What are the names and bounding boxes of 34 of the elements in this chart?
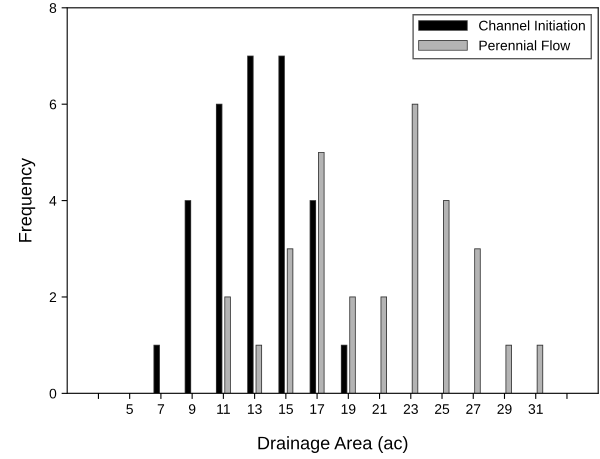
y-tick-label: 4: [49, 196, 56, 206]
bar: [318, 152, 325, 394]
x-tick-label: 17: [310, 404, 324, 414]
bar: [224, 296, 231, 394]
x-tick-label: 21: [372, 404, 387, 414]
y-tick-label: 8: [50, 3, 56, 13]
x-tick-label: 25: [435, 404, 450, 414]
bar: [349, 296, 356, 394]
bar: [286, 248, 294, 394]
x-tick-label: 9: [188, 404, 196, 414]
legend-label: Channel Initiation: [479, 20, 585, 31]
x-tick-label: 23: [404, 404, 418, 414]
bar: [505, 344, 512, 394]
x-tick-label: 31: [528, 404, 543, 414]
y-tick-label: 0: [50, 388, 56, 399]
y-tick-label: 6: [50, 100, 56, 110]
bar: [536, 344, 544, 394]
x-axis-title: Drainage Area (ac): [258, 436, 408, 453]
y-tick-label: 2: [50, 292, 56, 302]
x-tick-label: 11: [217, 404, 230, 414]
bar: [380, 296, 387, 394]
legend-label: Perennial Flow: [480, 40, 570, 50]
x-tick-label: 13: [248, 404, 262, 414]
x-tick-label: 15: [279, 404, 293, 414]
x-tick-label: 19: [342, 404, 356, 414]
x-tick-label: 29: [497, 404, 512, 414]
bar: [412, 104, 418, 394]
bar: [256, 344, 262, 394]
x-tick-label: 27: [466, 404, 480, 414]
bar: [474, 248, 481, 394]
bar: [443, 200, 450, 394]
x-tick-label: 5: [126, 404, 133, 414]
y-axis-title: Frequency: [19, 158, 36, 242]
x-tick-label: 7: [158, 404, 164, 414]
